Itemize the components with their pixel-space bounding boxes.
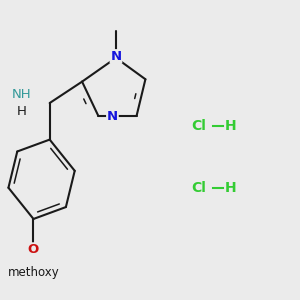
- Text: methoxy: methoxy: [8, 266, 59, 279]
- Text: H: H: [225, 181, 237, 195]
- Text: Cl: Cl: [191, 119, 206, 133]
- Text: H: H: [225, 119, 237, 133]
- Text: N: N: [110, 50, 122, 63]
- Text: N: N: [107, 110, 118, 123]
- Text: H: H: [17, 106, 27, 118]
- Text: NH: NH: [12, 88, 32, 100]
- Text: O: O: [28, 243, 39, 256]
- Text: Cl: Cl: [191, 181, 206, 195]
